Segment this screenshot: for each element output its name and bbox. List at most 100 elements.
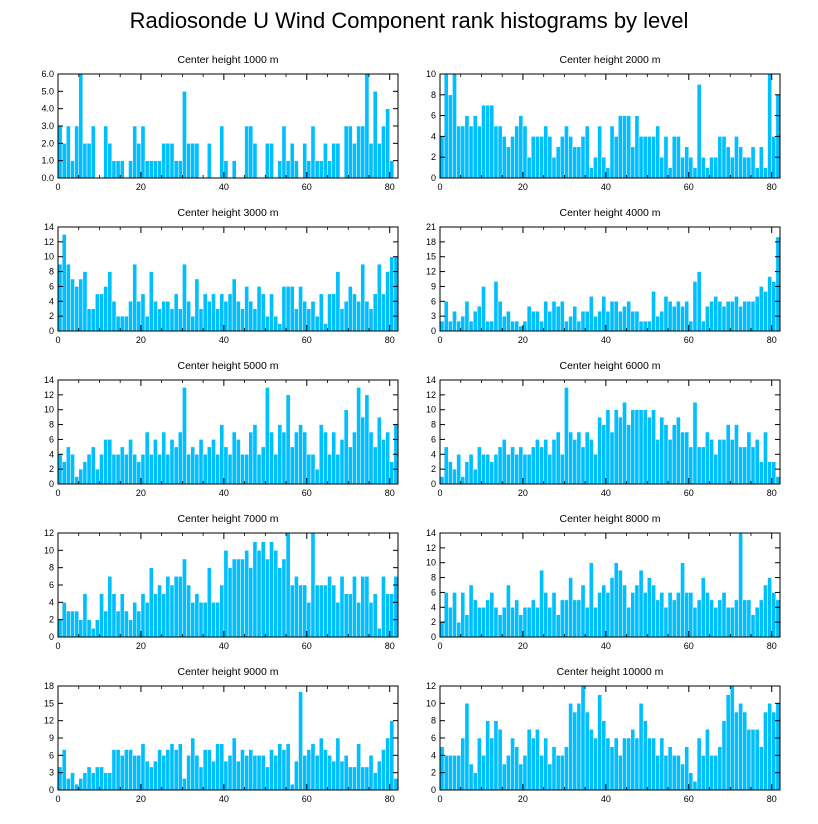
y-tick-label: 4: [431, 750, 436, 760]
y-tick-label: 12: [426, 267, 436, 277]
histogram-bar: [638, 409, 644, 485]
plot-frame: [439, 73, 781, 179]
histogram-bar: [709, 755, 714, 791]
histogram-bar: [331, 293, 337, 332]
histogram-bar: [539, 320, 544, 332]
histogram-bar: [78, 778, 84, 791]
histogram-bar: [277, 567, 283, 638]
histogram-bar: [314, 315, 320, 332]
histogram-bar: [559, 599, 565, 638]
histogram-bar: [589, 562, 594, 638]
histogram-bar: [584, 607, 590, 638]
histogram-bar: [551, 301, 557, 332]
histogram-bar: [381, 125, 386, 179]
histogram-bar: [485, 720, 491, 791]
histogram-bar: [696, 599, 702, 638]
histogram-bar: [260, 755, 266, 791]
histogram-bar: [750, 301, 756, 332]
x-tick-label: 60: [302, 488, 312, 498]
histogram-bar: [144, 315, 150, 332]
histogram-bar: [339, 576, 345, 638]
histogram-bar: [659, 156, 665, 179]
y-tick-label: 6: [431, 296, 436, 306]
histogram-bar: [443, 592, 449, 638]
histogram-bar: [613, 301, 619, 332]
histogram-bar: [771, 711, 777, 791]
histogram-bar: [618, 569, 623, 638]
histogram-bar: [381, 576, 386, 638]
y-tick-label: 0: [49, 479, 54, 489]
y-tick-label: 2.0: [41, 138, 54, 148]
histogram-bar: [559, 755, 565, 791]
histogram-bar: [377, 416, 382, 485]
histogram-bar: [613, 409, 619, 485]
histogram-bar: [555, 305, 561, 332]
histogram-bar: [389, 160, 395, 179]
histogram-bar: [526, 454, 532, 485]
histogram-bar: [186, 301, 191, 332]
histogram-bar: [207, 749, 212, 791]
plot-frame: [439, 226, 781, 332]
histogram-bar: [721, 592, 727, 638]
x-tick-label: 20: [518, 794, 528, 804]
histogram-bar: [198, 602, 204, 638]
histogram-bar: [148, 766, 154, 791]
histogram-bar: [618, 115, 623, 179]
histogram-bar: [622, 584, 627, 638]
histogram-bar: [136, 755, 142, 791]
histogram-bar: [493, 720, 499, 791]
histogram-bar: [99, 293, 104, 332]
histogram-bar: [609, 301, 615, 332]
x-tick-label: 0: [437, 335, 442, 345]
histogram-bar: [169, 143, 175, 179]
histogram-bar: [219, 584, 225, 638]
histogram-bar: [634, 310, 640, 332]
histogram-bar: [323, 584, 328, 638]
histogram-bar: [609, 431, 615, 485]
histogram-bar: [227, 567, 233, 638]
histogram-bar: [477, 125, 482, 179]
y-tick-label: 8: [49, 420, 54, 430]
histogram-bar: [759, 599, 764, 638]
y-tick-label: 10: [44, 405, 54, 415]
histogram-bar: [128, 619, 133, 638]
histogram-bar: [775, 599, 781, 638]
histogram-bar: [111, 301, 117, 332]
histogram-bar: [190, 737, 196, 791]
histogram-bar: [634, 584, 640, 638]
histogram-bar: [692, 402, 698, 485]
histogram-bar: [323, 431, 328, 485]
histogram-bar: [489, 461, 495, 485]
histogram-bar: [74, 783, 79, 791]
histogram-bar: [240, 749, 245, 791]
histogram-bar: [177, 743, 183, 791]
histogram-bar: [157, 749, 162, 791]
histogram-bar: [265, 387, 270, 485]
histogram-bar: [360, 416, 366, 485]
histogram-bar: [593, 315, 598, 332]
histogram-bar: [464, 614, 470, 638]
histogram-bar: [285, 160, 291, 179]
histogram-bar: [543, 439, 549, 485]
histogram-bar: [103, 610, 109, 638]
histogram-bar: [310, 743, 316, 791]
histogram-bar: [559, 136, 565, 179]
histogram-bar: [630, 729, 636, 791]
histogram-bar: [74, 286, 79, 332]
histogram-bar: [144, 160, 150, 179]
histogram-bar: [618, 310, 623, 332]
histogram-bar: [750, 614, 756, 638]
histogram-bar: [103, 125, 109, 179]
histogram-bar: [671, 599, 677, 638]
histogram-bar: [700, 156, 706, 179]
histogram-bar: [705, 167, 710, 179]
histogram-bar: [605, 737, 611, 791]
histogram-bar: [95, 293, 100, 332]
histogram-bar: [634, 737, 640, 791]
plot-frame: [57, 226, 399, 332]
histogram-bar: [642, 320, 648, 332]
histogram-bar: [207, 143, 212, 179]
histogram-bar: [717, 599, 723, 638]
histogram-bar: [775, 476, 781, 485]
histogram-bar: [767, 577, 772, 638]
